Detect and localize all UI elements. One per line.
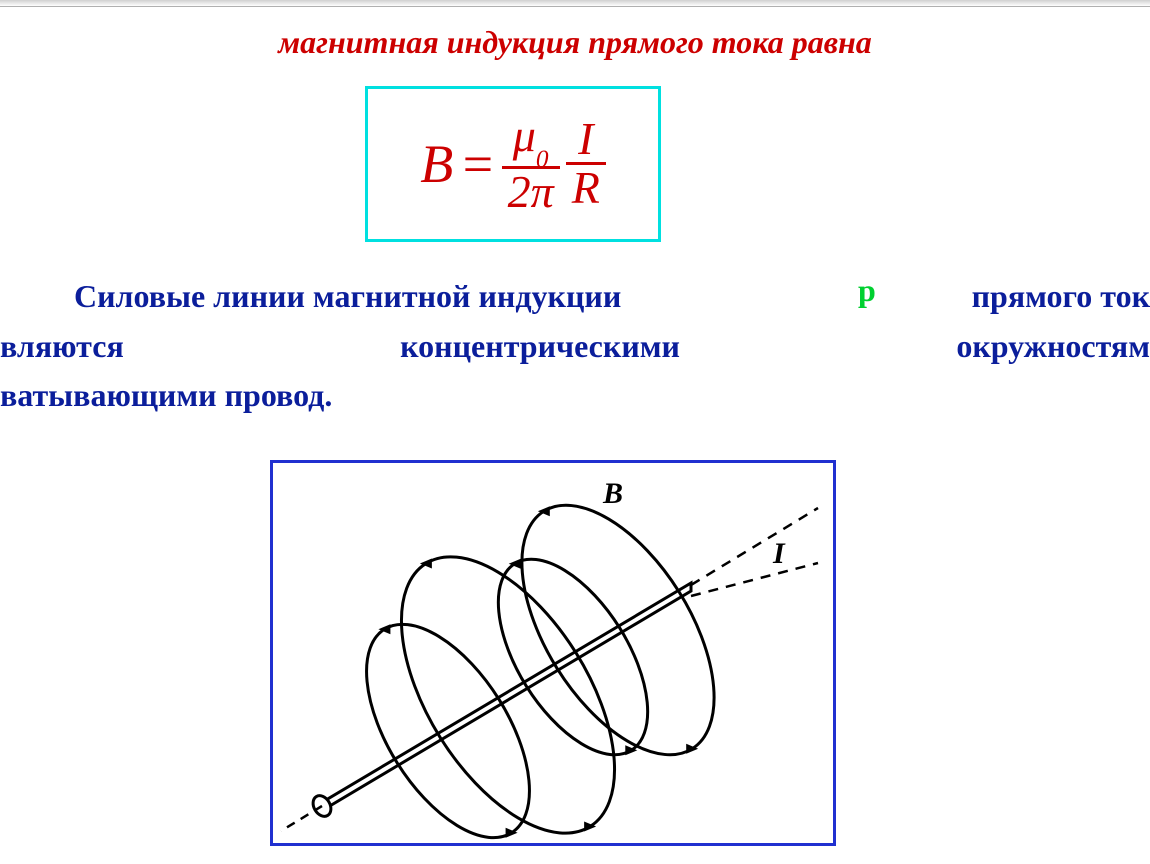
field-rings [334,473,754,843]
body-line1-b: прямого ток [972,272,1150,322]
slide-title: магнитная индукция прямого тока равна [0,24,1150,61]
wire-body [318,583,691,813]
formula-frac1: μ0 2π [502,113,560,215]
body-text: Силовые линии магнитной индукции прямого… [0,272,1150,421]
current-line-dashed-start [281,806,322,831]
formula-frac2: I R [566,116,606,211]
diagram-box: B I [270,460,836,846]
frac1-den-2: 2 [508,166,531,217]
slide-content: магнитная индукция прямого тока равна B … [0,0,1150,864]
current-line-dashed-upper [691,508,818,585]
body-line1-a: Силовые линии магнитной индукции [74,272,621,322]
field-lines-diagram: B I [273,463,833,843]
diagram-label-b: B [602,477,623,510]
formula-box: B = μ0 2π I R [365,86,661,242]
frac2-num: I [572,116,599,162]
frac2-den: R [566,165,606,211]
frac1-num-mu: μ [513,110,536,161]
body-line2-b: концентрическими [400,322,680,372]
formula-lhs: B [420,133,453,195]
formula: B = μ0 2π I R [420,113,606,215]
frac1-den-pi: π [531,166,554,217]
frac1-num-sub: 0 [536,145,549,173]
accent-letter: р [858,272,876,309]
formula-equals: = [459,133,495,195]
body-line3: ватывающими провод. [0,371,332,421]
body-line2-a: вляются [0,322,124,372]
diagram-label-i: I [772,537,786,570]
body-line2-c: окружностям [956,322,1150,372]
current-line-dashed-lower [691,563,818,596]
